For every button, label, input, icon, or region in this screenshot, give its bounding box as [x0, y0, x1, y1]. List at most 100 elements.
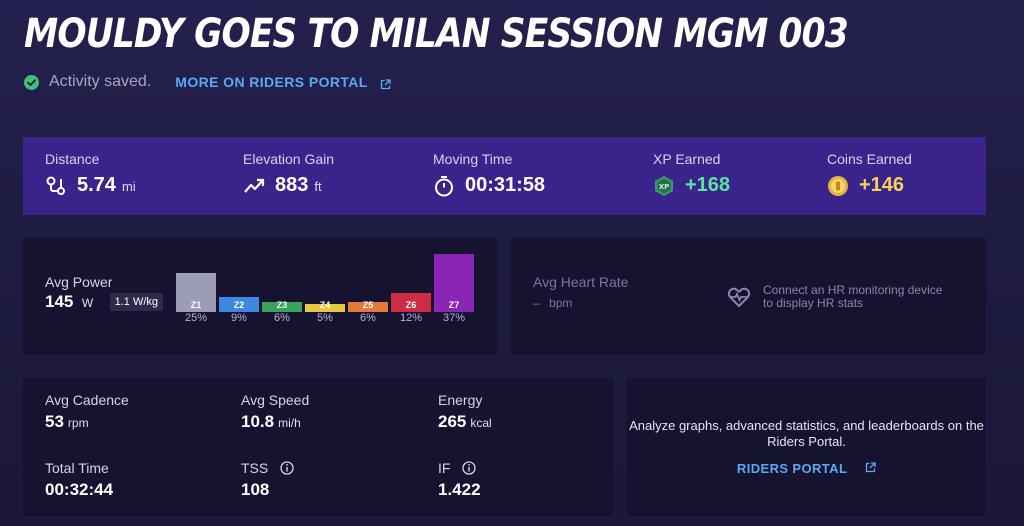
power-zone-name: Z7: [448, 300, 460, 310]
power-zone-name: Z5: [362, 300, 374, 310]
avg-heart-rate-label: Avg Heart Rate: [533, 274, 629, 290]
power-zone-percent: 9%: [231, 312, 247, 324]
elevation-value: 883: [275, 174, 309, 196]
xp-stat: XP Earned XP +168: [653, 151, 730, 197]
power-zone-6: Z6 12%: [391, 250, 431, 340]
power-zone-chart: Z1 25% Z2 9% Z3 6% Z4 5% Z5 6% Z6 12% Z7 37%: [176, 250, 476, 340]
power-zone-percent: 6%: [274, 312, 290, 324]
tss-value: 108: [241, 480, 270, 499]
hr-connect-message: Connect an HR monitoring device to displ…: [727, 284, 943, 310]
heart-rate-panel: Avg Heart Rate – bpm Connect an HR monit…: [511, 238, 986, 355]
moving-time-label: Moving Time: [433, 151, 513, 167]
distance-value: 5.74: [77, 174, 116, 196]
xp-badge-icon: XP: [653, 175, 675, 197]
power-zone-percent: 37%: [442, 312, 466, 324]
power-zone-name: Z6: [405, 300, 417, 310]
tss-info-icon[interactable]: [280, 461, 294, 475]
avg-heart-rate-value: –: [533, 296, 540, 310]
power-zone-bar: Z5: [348, 300, 388, 312]
heart-pulse-icon: [727, 286, 751, 308]
elevation-stat: Elevation Gain 883 ft: [243, 151, 334, 197]
metrics-panel: Avg Cadence 53 rpm Avg Speed 10.8 mi/h Ene…: [23, 378, 613, 516]
power-zone-percent: 12%: [399, 312, 423, 324]
promo-text: Analyze graphs, advanced statistics, and…: [629, 418, 984, 449]
coin-icon: [827, 175, 849, 197]
power-zone-name: Z1: [190, 300, 202, 310]
avg-speed-unit: mi/h: [278, 416, 301, 430]
power-zone-1: Z1 25%: [176, 250, 216, 340]
stopwatch-icon: [433, 175, 455, 197]
distance-unit: mi: [121, 179, 136, 194]
total-time-value: 00:32:44: [45, 480, 114, 499]
trending-up-icon: [243, 175, 265, 197]
moving-time-stat: Moving Time 00:31:58: [433, 151, 545, 197]
tss-metric: TSS 108: [241, 460, 294, 500]
power-zone-bar: Z7: [434, 254, 474, 312]
activity-title: MOULDY GOES TO MILAN SESSION MGM 003: [24, 11, 849, 57]
avg-power-label: Avg Power: [45, 274, 113, 290]
energy-label: Energy: [438, 392, 483, 408]
avg-speed-metric: Avg Speed 10.8 mi/h: [241, 392, 309, 432]
power-zone-percent: 5%: [317, 312, 333, 324]
avg-heart-rate-unit: bpm: [549, 296, 573, 310]
xp-label: XP Earned: [653, 151, 721, 167]
power-zone-7: Z7 37%: [434, 250, 474, 340]
power-zone-3: Z3 6%: [262, 250, 302, 340]
riders-portal-link-label: RIDERS PORTAL: [736, 461, 848, 476]
xp-icon-text: XP: [659, 183, 670, 191]
total-time-metric: Total Time 00:32:44: [45, 460, 113, 500]
watts-per-kg-badge: 1.1 W/kg: [109, 293, 164, 311]
if-info-icon[interactable]: [462, 461, 476, 475]
coins-value: +146: [859, 174, 905, 196]
avg-cadence-value: 53: [45, 412, 64, 431]
if-label: IF: [438, 460, 451, 476]
avg-cadence-label: Avg Cadence: [45, 392, 129, 408]
more-on-riders-portal-link[interactable]: MORE ON RIDERS PORTAL: [175, 74, 391, 90]
energy-unit: kcal: [470, 416, 492, 430]
xp-value: +168: [685, 174, 731, 196]
power-zone-4: Z4 5%: [305, 250, 345, 340]
if-metric: IF 1.422: [438, 460, 481, 500]
distance-stat: Distance 5.74 mi: [45, 151, 136, 197]
power-zone-name: Z3: [276, 300, 288, 310]
check-circle-icon: [24, 74, 39, 90]
moving-time-value: 00:31:58: [465, 174, 546, 196]
power-zone-bar: Z1: [176, 273, 216, 312]
avg-power-unit: W: [81, 296, 94, 310]
route-icon: [45, 175, 67, 197]
riders-portal-promo-panel: Analyze graphs, advanced statistics, and…: [627, 378, 986, 516]
power-zone-name: Z2: [233, 300, 245, 310]
avg-power-value: 145: [45, 292, 74, 311]
avg-cadence-metric: Avg Cadence 53 rpm: [45, 392, 129, 432]
portal-link-label: MORE ON RIDERS PORTAL: [175, 74, 368, 90]
summary-stats-bar: Distance 5.74 mi Elevation Gain 883 ft M…: [23, 137, 986, 215]
riders-portal-link[interactable]: RIDERS PORTAL: [627, 461, 986, 476]
power-zone-bar: Z3: [262, 300, 302, 312]
total-time-label: Total Time: [45, 460, 109, 476]
elevation-label: Elevation Gain: [243, 151, 335, 167]
distance-label: Distance: [45, 151, 100, 167]
tss-label: TSS: [241, 460, 269, 476]
power-zone-2: Z2 9%: [219, 250, 259, 340]
saved-status-row: Activity saved. MORE ON RIDERS PORTAL: [24, 71, 391, 93]
power-zone-5: Z5 6%: [348, 250, 388, 340]
power-zone-percent: 25%: [184, 312, 208, 324]
if-value: 1.422: [438, 480, 481, 499]
avg-cadence-unit: rpm: [67, 416, 89, 430]
power-zone-name: Z4: [319, 300, 331, 310]
coins-label: Coins Earned: [827, 151, 912, 167]
coins-stat: Coins Earned +146: [827, 151, 912, 197]
power-zone-bar: Z2: [219, 297, 259, 312]
power-zone-bar: Z4: [305, 300, 345, 312]
avg-speed-value: 10.8: [241, 412, 275, 431]
energy-value: 265: [438, 412, 467, 431]
power-zone-percent: 6%: [360, 312, 376, 324]
avg-heart-rate-value-row: – bpm: [533, 296, 572, 310]
external-link-icon: [380, 77, 391, 89]
avg-speed-label: Avg Speed: [241, 392, 310, 408]
elevation-unit: ft: [314, 179, 322, 194]
saved-status-text: Activity saved.: [49, 73, 152, 90]
power-panel: Avg Power 145 W 1.1 W/kg Z1 25% Z2 9% Z3 6% Z4…: [23, 238, 497, 355]
power-zone-bar: Z6: [391, 293, 431, 312]
